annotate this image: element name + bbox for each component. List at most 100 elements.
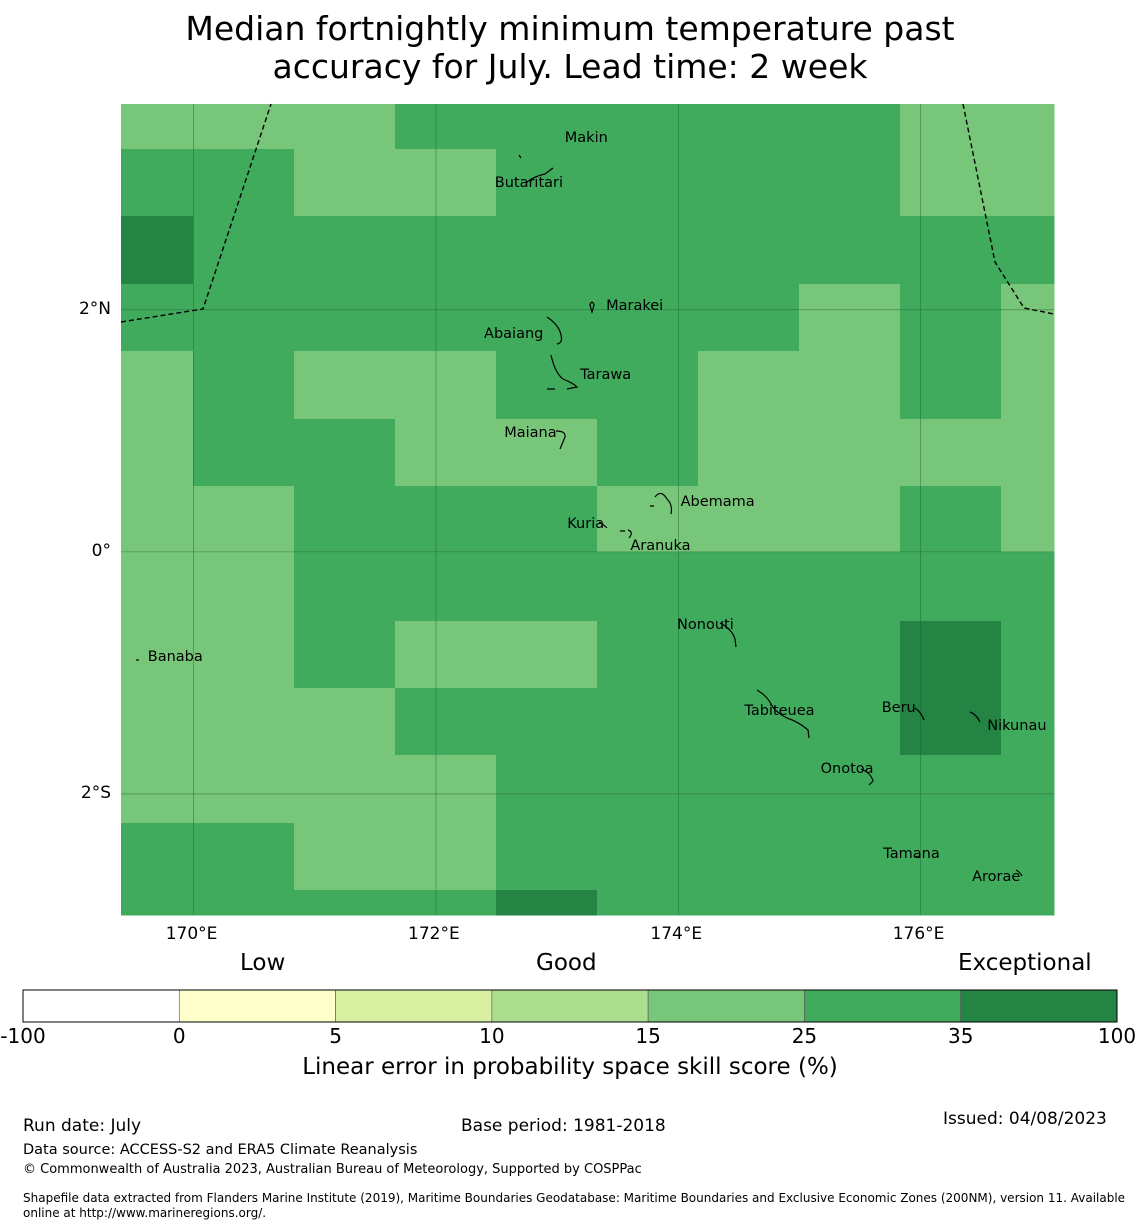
colorbar-bin	[178, 989, 336, 1023]
island-label: Arorae	[972, 868, 1021, 885]
skill-cell	[121, 890, 194, 916]
colorbar-bin	[647, 989, 805, 1023]
island-label: Nikunau	[987, 717, 1047, 734]
skill-cell	[193, 351, 295, 420]
skill-cell	[698, 621, 800, 689]
chart-title: Median fortnightly minimum temperature p…	[0, 10, 1140, 86]
skill-cell	[395, 284, 497, 352]
skill-cell	[496, 621, 598, 689]
island-label: Nonouti	[677, 616, 734, 633]
colorbar-tick-label: 25	[791, 1024, 818, 1048]
graticule	[121, 104, 1054, 915]
skill-cell	[799, 104, 901, 150]
skill-cell	[597, 621, 699, 689]
skill-cell	[294, 890, 396, 916]
longitude-tick-label: 176°E	[892, 924, 945, 944]
skill-cell	[900, 419, 1002, 487]
marakei-outline	[589, 301, 595, 315]
longitude-tick-label: 172°E	[408, 924, 460, 944]
skill-cell	[799, 216, 901, 285]
skill-cell	[597, 216, 699, 285]
skill-cell	[698, 755, 800, 824]
skill-cell	[1001, 104, 1055, 150]
island-label: Onotoa	[820, 761, 874, 778]
skill-cell	[900, 149, 1002, 217]
skill-cell	[193, 552, 295, 622]
copyright: © Commonwealth of Australia 2023, Austra…	[23, 1162, 642, 1177]
skill-cell	[395, 823, 497, 891]
island-label: Aranuka	[630, 538, 691, 555]
colorbar-bin	[491, 989, 649, 1023]
skill-cell	[294, 216, 396, 285]
colorbar-tick-label: 100	[1097, 1024, 1137, 1048]
skill-cell	[698, 149, 800, 217]
colorbar-tick-label: -100	[0, 1024, 46, 1048]
skill-cell	[698, 216, 800, 285]
skill-cell	[294, 823, 396, 891]
skill-cell	[121, 688, 194, 756]
colorbar-bin	[960, 989, 1118, 1023]
island-label: Tamana	[883, 846, 940, 863]
eez-boundary-west	[120, 103, 272, 323]
skill-cell	[121, 351, 194, 420]
colorbar-frame	[22, 989, 1118, 1023]
skill-cell	[698, 688, 800, 756]
island-label: Maiana	[504, 424, 557, 441]
tabiteuea-outline	[756, 689, 810, 739]
tarawa-outline	[547, 354, 579, 390]
skill-cell	[496, 823, 598, 891]
skill-cell	[597, 552, 699, 622]
skill-cell	[799, 621, 901, 689]
skill-cell	[597, 486, 699, 553]
colorbar-axis-label: Linear error in probability space skill …	[302, 1054, 838, 1080]
skill-cell	[799, 351, 901, 420]
skill-cell	[900, 621, 1002, 689]
skill-cell	[395, 486, 497, 553]
skill-cell	[496, 351, 598, 420]
skill-cell	[121, 823, 194, 891]
skill-cell	[799, 284, 901, 352]
skill-cell	[496, 104, 598, 150]
skill-cell	[193, 419, 295, 487]
data-source: Data source: ACCESS-S2 and ERA5 Climate …	[23, 1142, 418, 1158]
skill-cell	[698, 351, 800, 420]
issued-date: Issued: 04/08/2023	[943, 1109, 1107, 1129]
skill-cell	[294, 104, 396, 150]
skill-cell	[597, 149, 699, 217]
skill-cell	[294, 621, 396, 689]
skill-cell	[395, 552, 497, 622]
skill-cell	[121, 486, 194, 553]
skill-cell	[1001, 621, 1055, 689]
skill-cell	[698, 104, 800, 150]
skill-cell	[799, 552, 901, 622]
skill-cell	[1001, 216, 1055, 285]
skill-cell	[294, 351, 396, 420]
skill-cell	[698, 284, 800, 352]
skill-cell	[799, 688, 901, 756]
maiana-outline	[555, 430, 566, 450]
legend-word-good: Good	[536, 950, 597, 976]
skill-cell	[1001, 688, 1055, 756]
skill-cell	[597, 755, 699, 824]
abaiang-outline	[546, 316, 563, 345]
skill-cell	[799, 823, 901, 891]
island-label: Tarawa	[580, 366, 632, 383]
colorbar	[22, 989, 1118, 1023]
skill-cell	[1001, 890, 1055, 916]
skill-cell	[1001, 755, 1055, 824]
makin-outline	[518, 154, 522, 159]
skill-cell	[121, 284, 194, 352]
island-label: Makin	[564, 129, 608, 146]
skill-cell	[294, 552, 396, 622]
skill-cell	[193, 755, 295, 824]
skill-cell	[799, 890, 901, 916]
skill-cell	[193, 823, 295, 891]
longitude-tick-label: 174°E	[650, 924, 703, 944]
skill-cell	[698, 552, 800, 622]
skill-cell	[698, 823, 800, 891]
skill-cell	[395, 351, 497, 420]
skill-cell	[597, 419, 699, 487]
skill-cell	[496, 552, 598, 622]
skill-cell	[1001, 284, 1055, 352]
